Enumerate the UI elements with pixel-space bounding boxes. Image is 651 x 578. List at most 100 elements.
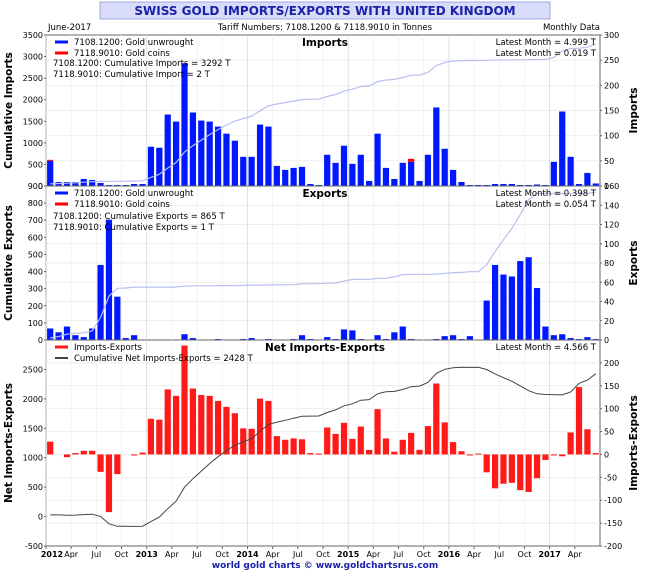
bar-net (223, 406, 230, 455)
bar-unwrought (114, 296, 121, 340)
panel-title: Imports (302, 37, 348, 49)
bar-net (424, 426, 432, 455)
left-tick-label: 2000 (23, 395, 43, 404)
bar-unwrought (517, 184, 524, 186)
bar-net (181, 345, 188, 455)
bar-unwrought (324, 154, 331, 186)
bar-net (139, 452, 146, 455)
bar-unwrought (231, 140, 238, 186)
bar-unwrought (466, 336, 473, 340)
bar-net (307, 453, 314, 455)
bar-unwrought (466, 184, 473, 186)
bar-net (525, 454, 532, 492)
bar-net (584, 429, 591, 455)
bar-net (491, 454, 499, 489)
legend-label-net: Imports-Exports (74, 343, 143, 353)
left-tick-label: 2500 (23, 365, 43, 374)
bar-net (517, 454, 524, 491)
legend-label-unwrought: 7108.1200: Gold unwrought (74, 38, 194, 48)
bar-net (441, 422, 448, 455)
right-tick-label: -150 (604, 519, 622, 528)
left-tick-label: 1000 (23, 454, 43, 463)
bar-unwrought (72, 335, 79, 340)
left-tick-label: 500 (28, 483, 43, 492)
bar-net (575, 387, 583, 455)
bar-unwrought (240, 156, 247, 186)
bar-unwrought (332, 162, 339, 186)
right-tick-label: 40 (604, 298, 614, 307)
bar-net (231, 413, 238, 455)
bar-net (374, 409, 381, 455)
x-tick-label: Jul (393, 550, 404, 559)
panel-title: Exports (302, 188, 347, 200)
bar-unwrought (181, 334, 188, 340)
chart-title: SWISS GOLD IMPORTS/EXPORTS WITH UNITED K… (134, 4, 515, 18)
right-axis-title: Exports (628, 240, 640, 285)
bar-net (80, 450, 87, 455)
chart-panels: 0500100015002000250030003500050100150200… (3, 31, 640, 551)
bar-net (164, 389, 171, 455)
bar-unwrought (214, 126, 222, 186)
left-tick-label: 800 (28, 199, 43, 208)
bar-unwrought (131, 335, 138, 340)
bar-net (282, 439, 289, 455)
bar-unwrought (366, 180, 373, 186)
bar-net (399, 439, 406, 455)
bar-unwrought (164, 114, 171, 186)
bar-unwrought (198, 120, 205, 186)
bar-unwrought (114, 184, 121, 186)
bar-unwrought (399, 326, 406, 340)
x-tick-label: Apr (366, 550, 381, 559)
left-tick-label: 3500 (23, 31, 43, 40)
bar-unwrought (349, 330, 356, 340)
bar-net (466, 454, 473, 456)
right-tick-label: 80 (604, 259, 614, 268)
bar-net (382, 438, 390, 455)
bar-unwrought (63, 181, 71, 186)
left-tick-label: 900 (28, 182, 43, 191)
panel-net-imports-exports: -50005001000150020002500-200-150-100-500… (3, 339, 640, 551)
latest-month-unwrought: Latest Month = 0.398 T (496, 189, 597, 199)
bar-unwrought (265, 126, 272, 186)
bar-unwrought (122, 184, 129, 186)
x-tick-label: 2012 (41, 550, 63, 559)
x-tick-label: 2016 (438, 550, 461, 559)
bar-unwrought (298, 335, 306, 340)
cumulative-label-coins: 7118.9010: Cumulative Exports = 1 T (53, 223, 215, 233)
right-tick-label: 0 (604, 450, 609, 459)
bar-net (408, 432, 415, 455)
bar-unwrought (391, 332, 398, 340)
right-tick-label: 300 (604, 31, 619, 40)
bar-coins (408, 158, 415, 162)
x-tick-label: Apr (568, 550, 583, 559)
latest-month-coins: Latest Month = 0.054 T (496, 200, 597, 210)
bar-unwrought (441, 336, 448, 340)
bar-unwrought (122, 338, 129, 340)
left-tick-label: 300 (28, 285, 43, 294)
bar-unwrought (550, 335, 557, 340)
left-tick-label: 500 (28, 250, 43, 259)
latest-month-unwrought: Latest Month = 4.999 T (496, 38, 597, 48)
right-tick-label: 100 (604, 405, 619, 414)
left-tick-label: 600 (28, 233, 43, 242)
bar-unwrought (517, 261, 524, 340)
bar-unwrought (374, 335, 381, 340)
tariff-numbers: Tariff Numbers: 7108.1200 & 7118.9010 in… (217, 23, 433, 33)
left-tick-label: -500 (25, 542, 43, 551)
x-tick-label: Jul (292, 550, 303, 559)
left-tick-label: 100 (28, 319, 43, 328)
x-tick-label: Apr (266, 550, 281, 559)
bar-unwrought (391, 178, 398, 186)
bar-unwrought (550, 161, 557, 186)
legend-label-cumulative: Cumulative Net Imports-Exports = 2428 T (74, 354, 254, 364)
bar-net (265, 400, 272, 455)
bar-net (366, 449, 373, 455)
legend-label-coins: 7118.9010: Gold coins (74, 200, 170, 210)
bar-net (97, 454, 104, 472)
bar-unwrought (416, 180, 423, 186)
bar-net (592, 453, 599, 455)
x-tick-label: Oct (518, 550, 532, 559)
bar-net (156, 419, 163, 455)
x-tick-label: Jul (191, 550, 202, 559)
